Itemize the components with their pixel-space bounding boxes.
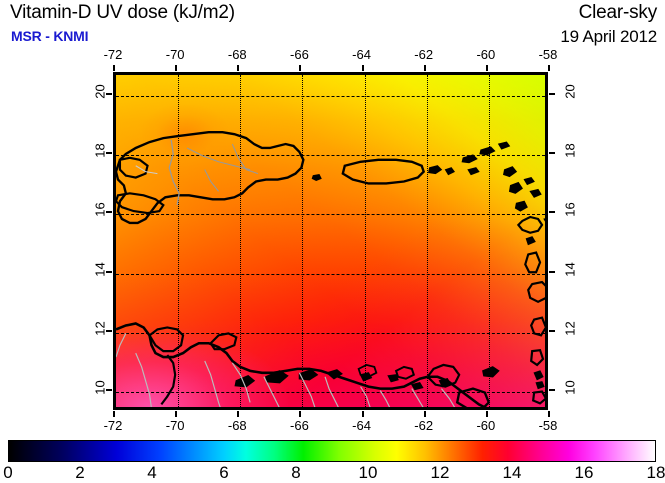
axis-label-y-left: 18 — [92, 143, 108, 158]
axis-label-y-left: 14 — [92, 261, 108, 277]
colorbar-tick-label: 12 — [430, 463, 450, 482]
axis-tick-x-top — [237, 65, 240, 71]
colorbar — [8, 440, 656, 462]
axis-label-x-top: -58 — [538, 47, 558, 62]
axis-label-y-left: 16 — [92, 202, 108, 218]
colorbar-tick-label: 16 — [574, 463, 594, 482]
axis-label-y-right: 20 — [562, 84, 578, 99]
colorbar-tick-labels: 0 2 4 6 8 10 12 14 16 18 — [0, 463, 665, 482]
axis-tick-x-top — [299, 65, 302, 71]
axis-tick-y-right — [549, 270, 555, 273]
axis-tick-y-left — [106, 211, 112, 214]
axis-label-x-bottom: -66 — [290, 418, 309, 433]
axis-label-x-top: -60 — [476, 47, 496, 62]
islands-trinidad-tobago — [455, 366, 500, 407]
islands-virgin-anguilla — [461, 141, 511, 176]
axis-label-x-top: -66 — [290, 47, 309, 62]
axis-label-x-top: -72 — [103, 47, 123, 62]
axis-tick-y-right — [549, 92, 555, 95]
axis-label-x-bottom: -58 — [538, 418, 558, 433]
map-plot-area — [113, 72, 548, 410]
axis-tick-x-bottom — [423, 411, 426, 417]
axis-tick-y-left — [106, 270, 112, 273]
axis-tick-y-left — [106, 92, 112, 95]
axis-tick-x-top — [423, 65, 426, 71]
colorbar-tick-label: 2 — [75, 463, 85, 482]
colorbar-tick-label: 6 — [219, 463, 229, 482]
axis-label-y-left: 12 — [92, 321, 108, 336]
uv-dose-hotspot-southwest — [116, 327, 288, 407]
island-mona — [311, 174, 322, 182]
colorbar-tick-label: 8 — [291, 463, 301, 482]
axis-tick-x-bottom — [175, 411, 178, 417]
date-label: 19 April 2012 — [560, 27, 657, 46]
axis-tick-x-bottom — [113, 411, 115, 417]
axis-tick-y-left — [106, 389, 112, 392]
axis-label-x-bottom: -64 — [352, 418, 371, 433]
axis-label-x-top: -62 — [414, 47, 434, 62]
colorbar-tick-label: 0 — [3, 463, 13, 482]
axis-label-y-left: 20 — [92, 84, 108, 99]
islands-lesser-antilles — [502, 166, 545, 405]
colorbar-gradient — [8, 440, 656, 462]
axis-tick-y-right — [549, 211, 555, 214]
axis-label-x-bottom: -60 — [476, 418, 496, 433]
island-puerto-rico — [341, 158, 456, 185]
colorbar-tick-label: 18 — [646, 463, 665, 482]
axis-label-y-right: 18 — [562, 143, 578, 158]
axis-tick-y-left — [106, 152, 112, 155]
colorbar-tick-label: 4 — [147, 463, 157, 482]
axis-tick-x-bottom — [299, 411, 302, 417]
axis-tick-x-top — [485, 65, 488, 71]
axis-label-y-right: 12 — [562, 321, 578, 336]
axis-label-x-bottom: -62 — [414, 418, 434, 433]
axis-tick-x-bottom — [548, 411, 550, 417]
coastline-overlay — [116, 131, 545, 407]
axis-label-x-top: -64 — [352, 47, 371, 62]
axis-tick-y-left — [106, 329, 112, 332]
axis-tick-x-top — [113, 65, 115, 71]
data-source-label: MSR - KNMI — [11, 28, 89, 44]
figure-header: Vitamin-D UV dose (kJ/m2) MSR - KNMI Cle… — [0, 0, 665, 56]
axis-label-x-bottom: -72 — [103, 418, 123, 433]
axis-tick-x-top — [548, 65, 550, 71]
axis-label-x-bottom: -70 — [165, 418, 185, 433]
axis-tick-x-top — [175, 65, 178, 71]
axis-tick-x-bottom — [485, 411, 488, 417]
axis-label-x-bottom: -68 — [227, 418, 247, 433]
axis-label-x-top: -70 — [165, 47, 185, 62]
page-title: Vitamin-D UV dose (kJ/m2) — [10, 2, 235, 23]
axis-tick-x-bottom — [361, 411, 364, 417]
axis-label-y-right: 16 — [562, 202, 578, 218]
axis-tick-y-right — [549, 389, 555, 392]
axis-label-y-right: 14 — [562, 261, 578, 277]
axis-tick-y-right — [549, 152, 555, 155]
axis-tick-y-right — [549, 329, 555, 332]
sky-condition-label: Clear-sky — [578, 2, 658, 23]
coastline-south-america — [116, 322, 488, 407]
island-hispaniola — [116, 131, 305, 225]
axis-tick-x-top — [361, 65, 364, 71]
axis-tick-x-bottom — [237, 411, 240, 417]
axis-label-x-top: -68 — [227, 47, 247, 62]
colorbar-tick-label: 14 — [502, 463, 522, 482]
colorbar-tick-label: 10 — [358, 463, 378, 482]
axis-label-y-left: 10 — [92, 380, 108, 395]
axis-label-y-right: 10 — [562, 380, 578, 395]
